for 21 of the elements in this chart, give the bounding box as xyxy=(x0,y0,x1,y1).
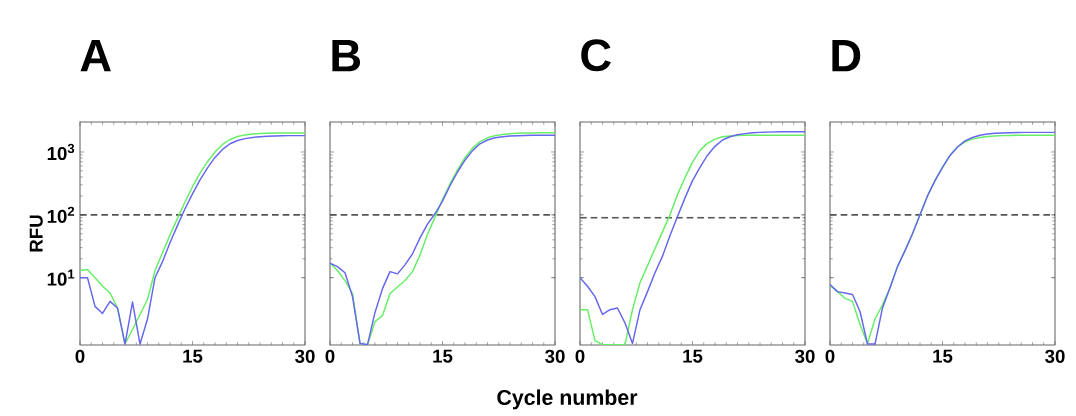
x-tick-label: 0 xyxy=(75,349,85,363)
x-tick-label: 0 xyxy=(325,349,335,363)
y-tick-label: 10$^{1}$ xyxy=(47,269,75,286)
x-tick-label: 30 xyxy=(795,349,815,363)
x-tick-label: 30 xyxy=(1045,349,1065,363)
y-tick-label: 10$^{2}$ xyxy=(47,206,75,223)
x-tick-label: 15 xyxy=(683,349,703,363)
x-tick-label: 0 xyxy=(825,349,835,363)
chart-title: A xyxy=(80,40,111,72)
y-tick-label: 10$^{3}$ xyxy=(47,143,75,161)
chart-title: C xyxy=(581,39,611,72)
y-axis-title: RFU xyxy=(29,215,43,252)
x-axis-title: Cycle number xyxy=(497,389,638,410)
x-tick-label: 15 xyxy=(183,349,203,363)
x-tick-label: 15 xyxy=(433,349,453,363)
x-tick-label: 0 xyxy=(575,349,585,363)
chart-title: B xyxy=(332,40,361,72)
chart-title: D xyxy=(832,40,861,72)
x-tick-label: 30 xyxy=(545,349,565,363)
x-tick-label: 30 xyxy=(295,349,315,363)
x-tick-label: 15 xyxy=(933,349,953,363)
